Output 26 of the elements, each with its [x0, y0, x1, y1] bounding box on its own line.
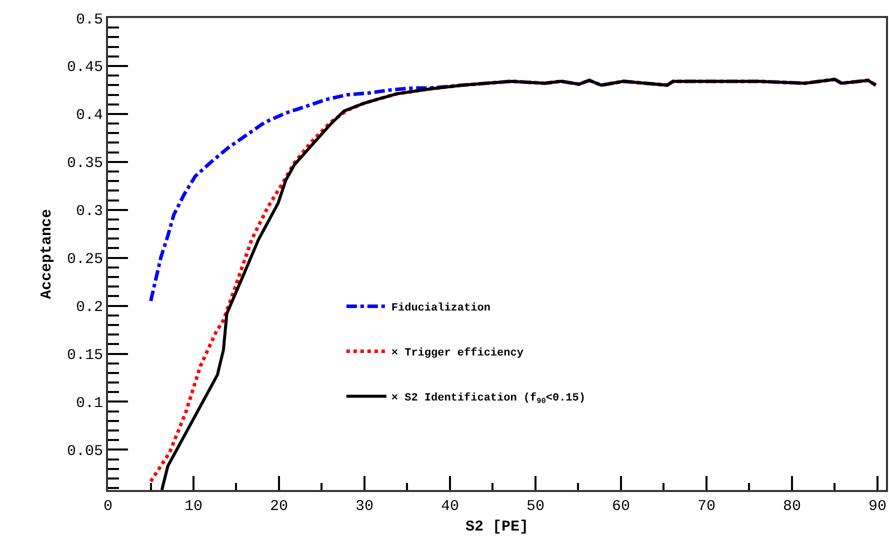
y-tick-label: 0.15: [66, 347, 103, 364]
line-series: [149, 78, 878, 303]
x-tick-label: 80: [782, 498, 801, 515]
x-tick-label: 70: [697, 498, 716, 515]
x-tick-label: 20: [270, 498, 288, 515]
y-tick-label: 0.05: [66, 442, 103, 460]
x-tick-label: 60: [612, 498, 630, 515]
y-tick-label: 0.4: [76, 107, 103, 124]
x-tick-label: 30: [355, 498, 374, 515]
legend-label: × S2 Identification (f$_{90}$<0.15): [391, 392, 586, 406]
y-tick-label: 0.1: [76, 394, 103, 412]
y-tick-label: 0.45: [66, 59, 103, 76]
y-tick-label: 0.3: [76, 203, 103, 220]
x-axis-title: S2 [PE]: [465, 518, 529, 536]
y-axis-title: Acceptance: [38, 208, 56, 300]
y-tick-label: 0.5: [76, 11, 103, 28]
y-tick-label: 0.25: [66, 251, 103, 268]
x-tick-label: 0: [103, 498, 113, 515]
x-tick-label: 90: [868, 498, 886, 515]
y-tick-label: 0.35: [66, 155, 103, 172]
y-tick-label: 0.2: [76, 299, 103, 316]
x-tick-label: 50: [526, 498, 544, 515]
legend-label: Fiducialization: [391, 302, 490, 315]
x-tick-label: 40: [440, 498, 459, 515]
legend-label: × Trigger efficiency: [391, 346, 524, 360]
x-tick-label: 10: [184, 498, 202, 515]
